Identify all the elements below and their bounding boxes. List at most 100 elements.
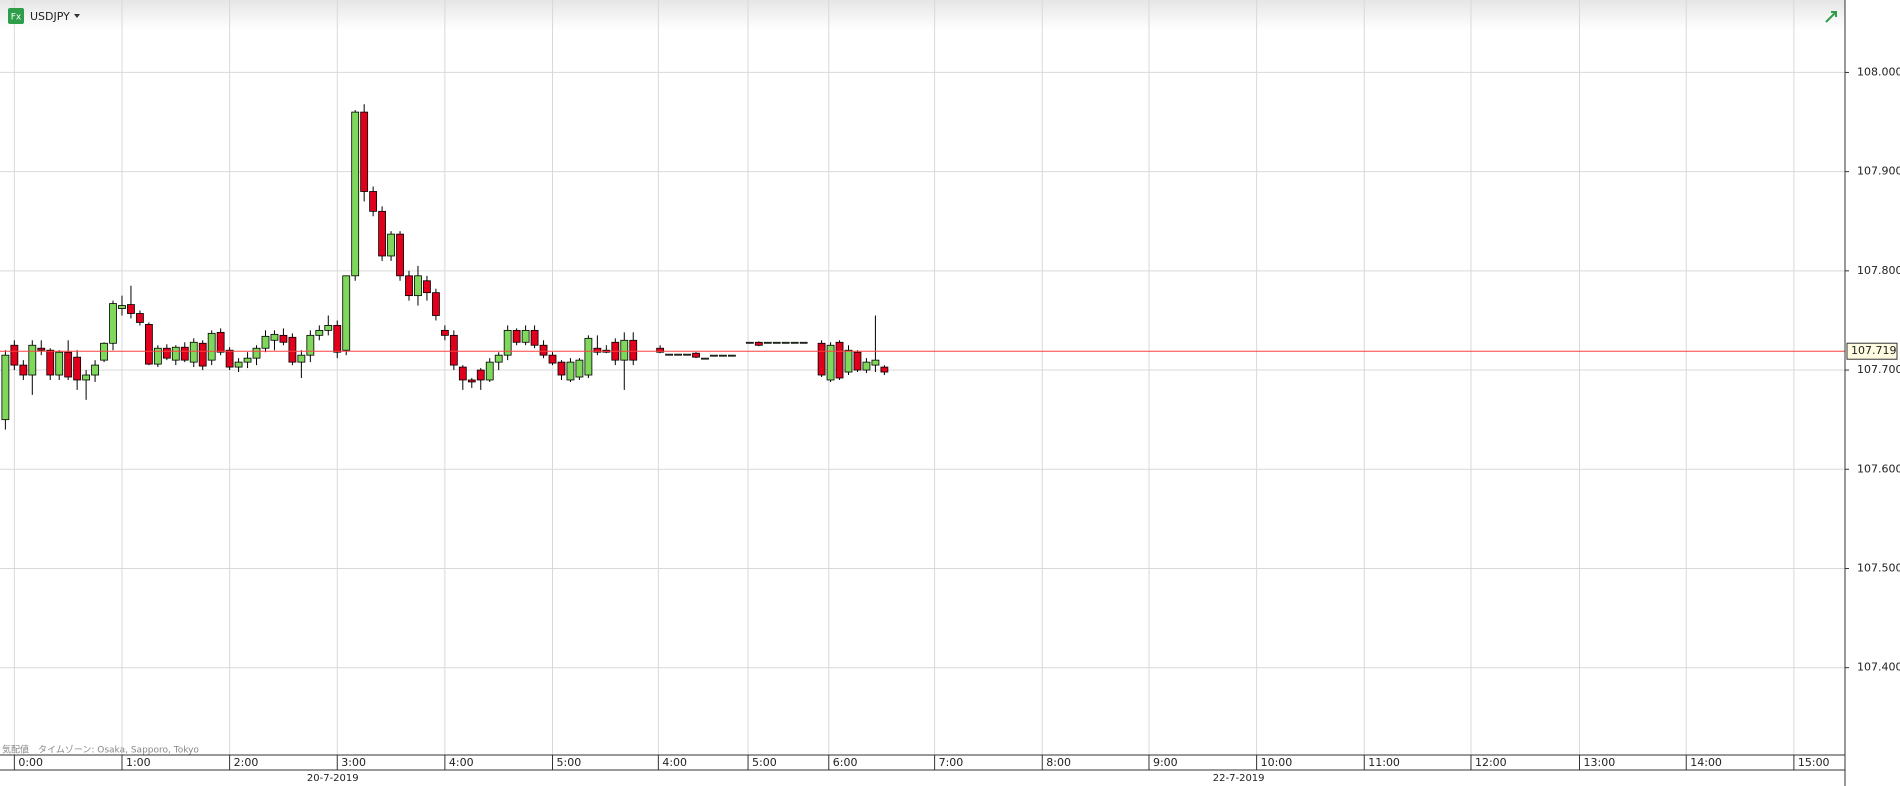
candle-body: [844, 349, 853, 373]
last-price-label: 107.719: [1851, 344, 1897, 357]
candle-body: [387, 233, 395, 257]
symbol[interactable]: USDJPY: [30, 10, 70, 23]
candle-body: [270, 333, 279, 341]
candle-body: [82, 374, 91, 381]
x-tick-label: 15:00: [1798, 756, 1830, 769]
header-bar: [0, 0, 1845, 30]
candle-body: [683, 353, 691, 356]
trend-icon[interactable]: [1825, 11, 1837, 23]
candle-body: [216, 331, 225, 353]
candle-body: [288, 336, 297, 363]
candle-body: [136, 313, 144, 323]
candle-body: [763, 341, 772, 344]
x-tick-label: 3:00: [341, 756, 366, 769]
candle-body: [539, 344, 548, 356]
candle-body: [674, 353, 682, 356]
y-tick-label: 107.900: [1857, 165, 1900, 178]
y-tick-label: 107.700: [1857, 363, 1900, 376]
candle-body: [745, 341, 754, 344]
candle-body: [28, 344, 37, 376]
x-tick-label: 9:00: [1153, 756, 1178, 769]
candle-body: [871, 359, 880, 366]
candle-body: [719, 354, 727, 357]
candle-body: [692, 352, 700, 358]
candle-body: [584, 337, 593, 376]
candle-body: [243, 357, 252, 363]
candle-body: [333, 325, 342, 353]
date-label: 22-7-2019: [1213, 773, 1265, 784]
candle-body: [405, 275, 413, 297]
y-tick-label: 107.600: [1857, 462, 1900, 475]
footnote: 気配値 タイムゾーン: Osaka, Sapporo, Tokyo: [2, 744, 199, 756]
candle-body: [207, 332, 216, 361]
candle-body: [369, 191, 378, 212]
candle-body: [234, 361, 243, 368]
candle-body: [512, 329, 521, 343]
candle-body: [414, 275, 422, 297]
x-tick-label: 4:00: [662, 756, 687, 769]
candle-body: [180, 346, 189, 361]
candle-body: [109, 303, 117, 344]
candle-body: [826, 344, 835, 381]
candle-body: [772, 341, 781, 344]
candles: [0, 104, 1845, 430]
candle-body: [449, 334, 458, 366]
date-label: 20-7-2019: [307, 773, 359, 784]
candle-body: [144, 324, 153, 365]
candle-body: [754, 341, 763, 346]
candle-body: [781, 341, 790, 344]
x-tick-label: 11:00: [1368, 756, 1400, 769]
candle-body: [557, 361, 566, 376]
candle-body: [503, 329, 512, 356]
symbol-dropdown[interactable]: [74, 14, 80, 18]
candle-body: [620, 339, 629, 361]
candle-body: [467, 379, 476, 383]
candle-body: [91, 364, 99, 376]
candle-body: [494, 354, 503, 363]
candle-body: [127, 304, 135, 314]
y-tick-label: 107.800: [1857, 264, 1900, 277]
axes: 107.400 107.500 107.600 107.700 107.800 107.9…: [13, 65, 1900, 784]
candle-body: [440, 329, 449, 336]
candle-body: [566, 361, 575, 381]
candle-body: [55, 351, 64, 376]
candle-body: [351, 111, 360, 277]
candle-body: [279, 334, 288, 343]
candle-body: [799, 341, 808, 344]
candle-body: [342, 275, 351, 351]
candle-body: [64, 351, 73, 378]
candle-body: [817, 342, 826, 376]
x-tick-label: 0:00: [18, 756, 43, 769]
candle-body: [118, 305, 126, 309]
y-tick-label: 108.000: [1857, 65, 1900, 78]
candle-body: [396, 233, 404, 277]
candle-body: [378, 210, 386, 257]
candle-body: [360, 111, 369, 192]
candle-body: [853, 351, 862, 371]
candle-body: [880, 366, 889, 373]
candle-body: [521, 329, 530, 343]
candle-body: [710, 354, 718, 357]
candle-body: [324, 325, 333, 331]
x-tick-label: 1:00: [126, 756, 151, 769]
x-tick-label: 10:00: [1261, 756, 1293, 769]
candle-body: [162, 347, 171, 359]
fx-icon[interactable]: [8, 8, 24, 24]
candle-body: [37, 347, 46, 351]
fx-icon-label: Fx: [11, 13, 22, 23]
candle-body: [665, 353, 674, 356]
candle-body: [306, 334, 315, 356]
candle-body: [485, 361, 494, 381]
candle-body: [423, 280, 431, 294]
candle-body: [629, 339, 638, 361]
candle-body: [862, 361, 871, 371]
y-tick-label: 107.500: [1857, 561, 1900, 574]
candle-body: [198, 342, 207, 367]
candle-body: [548, 354, 557, 364]
candle-body: [73, 356, 82, 381]
candle-body: [10, 344, 19, 366]
candle-body: [530, 329, 539, 346]
candle-body: [656, 347, 665, 353]
